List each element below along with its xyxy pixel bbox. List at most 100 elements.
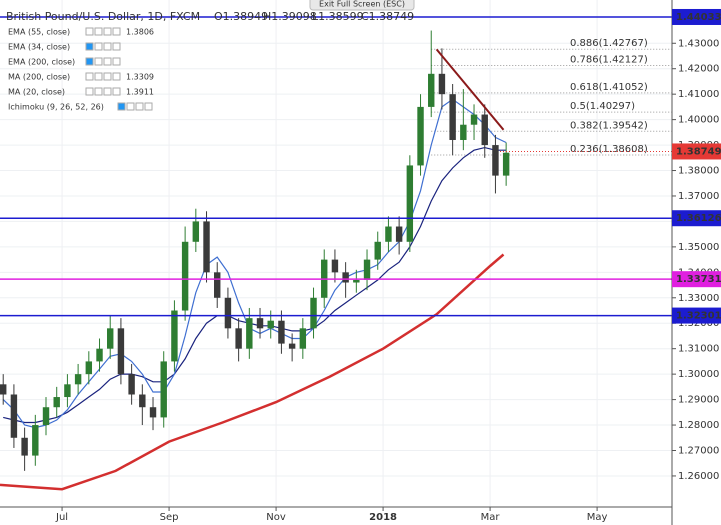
- indicator-icon[interactable]: [103, 57, 112, 66]
- ohlc-value: L1.38599: [312, 10, 364, 23]
- candle-body: [149, 407, 157, 418]
- indicator-icon[interactable]: [112, 72, 121, 81]
- indicator-icon[interactable]: [94, 87, 103, 96]
- y-tick-label: 1.40000: [678, 115, 719, 126]
- y-tick-label: 1.30000: [678, 369, 719, 380]
- candle-body: [267, 320, 274, 329]
- indicator-icon[interactable]: [135, 102, 144, 111]
- candle-body: [353, 279, 360, 283]
- y-tick-label: 1.37000: [678, 191, 719, 202]
- indicator-name: EMA (200, close): [8, 58, 75, 67]
- level-label: 1.44033: [676, 12, 721, 23]
- candle-body: [331, 259, 339, 273]
- fib-label: 0.886(1.42767): [570, 38, 648, 49]
- candle-body: [449, 94, 456, 140]
- exit-button[interactable]: Exit Full Screen (ESC): [309, 0, 415, 11]
- candle-body: [0, 384, 7, 395]
- x-tick-label: Nov: [266, 512, 286, 523]
- y-tick-label: 1.35000: [678, 242, 719, 253]
- fib-label: 0.618(1.41052): [570, 82, 648, 93]
- candle-body: [460, 124, 467, 140]
- candle-body: [256, 318, 264, 329]
- indicator-icon[interactable]: [112, 42, 121, 51]
- candle-body: [85, 361, 93, 375]
- indicator-icon[interactable]: [103, 72, 112, 81]
- candle-body: [21, 437, 28, 456]
- indicator-icon[interactable]: [144, 102, 153, 111]
- candle-body: [278, 320, 285, 344]
- candle-body: [32, 425, 39, 456]
- y-tick-label: 1.32000: [678, 318, 719, 329]
- candle-body: [64, 384, 71, 398]
- candle-body: [171, 310, 178, 362]
- indicator-icon[interactable]: [112, 27, 121, 36]
- candle-body: [192, 221, 200, 242]
- y-tick-label: 1.29000: [678, 395, 719, 406]
- fib-label: 0.236(1.38608): [570, 144, 648, 155]
- indicator-icon[interactable]: [103, 87, 112, 96]
- ohlc-value: H1.39098: [263, 10, 317, 23]
- indicator-icon[interactable]: [94, 42, 103, 51]
- x-tick-label: 2018: [369, 512, 397, 523]
- indicator-icon[interactable]: [94, 57, 103, 66]
- candle-body: [181, 241, 189, 311]
- candle-body: [470, 114, 478, 125]
- plot: 0.886(1.42767) 0.786(1.42127) 0.618(1.4105…: [0, 16, 672, 491]
- fib-label: 0.5(1.40297): [570, 101, 635, 112]
- level-label: 1.33731: [676, 274, 721, 285]
- x-tick-label: Mar: [481, 512, 501, 523]
- indicator-icon[interactable]: [85, 27, 94, 36]
- x-tick-label: Sep: [160, 512, 179, 523]
- indicator-icon[interactable]: [85, 87, 94, 96]
- candle-body: [438, 73, 446, 95]
- x-tick-label: Jul: [55, 512, 68, 523]
- indicator-icon[interactable]: [117, 102, 126, 111]
- y-tick-label: 1.41000: [678, 89, 719, 100]
- indicator-value: 1.3309: [126, 73, 154, 82]
- candle-body: [128, 374, 135, 395]
- candle-body: [203, 221, 210, 273]
- exit-button-label[interactable]: Exit Full Screen (ESC): [319, 0, 405, 9]
- last-price-label: 1.38749: [676, 146, 721, 157]
- candle-body: [428, 73, 435, 107]
- y-tick-label: 1.42000: [678, 64, 719, 75]
- y-tick-label: 1.43000: [678, 38, 719, 49]
- legend: British Pound/U.S. Dollar, 1D, FXCM O1.3…: [6, 10, 414, 112]
- candle-body: [107, 328, 114, 349]
- indicator-icon[interactable]: [112, 57, 121, 66]
- y-tick-label: 1.38000: [678, 166, 719, 177]
- level-label-box: [672, 210, 721, 227]
- y-tick-label: 1.31000: [678, 344, 719, 355]
- chart-title: British Pound/U.S. Dollar, 1D, FXCM: [6, 10, 200, 23]
- candle-body: [502, 152, 510, 176]
- candle-body: [214, 272, 221, 298]
- grid: [0, 0, 672, 507]
- indicator-icon[interactable]: [112, 87, 121, 96]
- candle-body: [235, 328, 242, 349]
- indicator-line: [0, 253, 505, 491]
- indicator-icon[interactable]: [94, 72, 103, 81]
- indicator-icon[interactable]: [85, 57, 94, 66]
- indicator-icon[interactable]: [85, 72, 94, 81]
- exit-button-box[interactable]: [309, 0, 415, 11]
- candle-body: [74, 374, 82, 385]
- level-label: 1.36126: [676, 213, 721, 224]
- candle-body: [385, 226, 392, 242]
- indicator-icon[interactable]: [94, 27, 103, 36]
- indicator-name: EMA (55, close): [8, 28, 70, 37]
- indicator-icon[interactable]: [103, 27, 112, 36]
- fib-label: 0.382(1.39542): [570, 120, 648, 131]
- y-tick-label: 1.33000: [678, 293, 719, 304]
- indicator-line: [3, 146, 507, 424]
- indicator-icon[interactable]: [85, 42, 94, 51]
- candle-body: [406, 165, 414, 242]
- ohlc-value: O1.38949: [214, 10, 268, 23]
- indicator-icon[interactable]: [126, 102, 135, 111]
- indicator-icon[interactable]: [103, 42, 112, 51]
- indicator-name: Ichimoku (9, 26, 52, 26): [8, 103, 104, 112]
- y-tick-label: 1.28000: [678, 420, 719, 431]
- candle-body: [363, 259, 371, 280]
- y-tick-label: 1.26000: [678, 471, 719, 482]
- candle-body: [417, 106, 424, 166]
